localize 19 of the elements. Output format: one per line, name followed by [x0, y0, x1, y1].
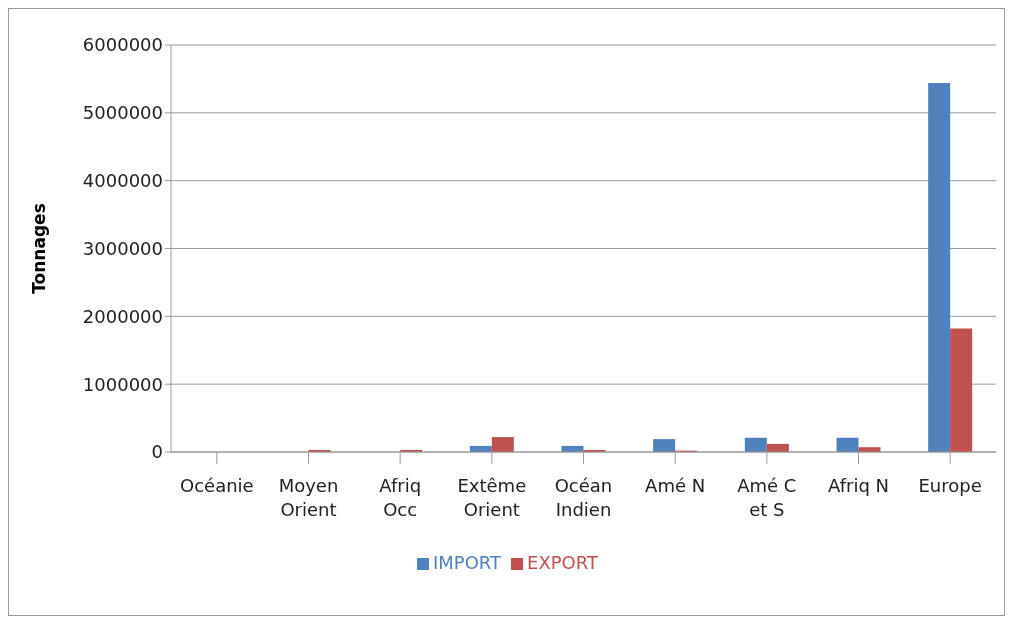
- x-tick-label: Océan Indien: [554, 475, 613, 520]
- y-tick-label: 5000000: [82, 102, 163, 124]
- x-tick-label: Moyen Orient: [278, 475, 339, 520]
- x-tick-label: Amé N: [645, 475, 706, 496]
- x-tick-label: Amé C et S: [737, 475, 797, 520]
- x-tick-label: Extême Orient: [457, 475, 527, 520]
- x-tick-label: Afriq N: [827, 475, 890, 496]
- y-axis-title: Tonnages: [29, 203, 50, 294]
- legend-label: EXPORT: [527, 552, 598, 573]
- y-tick-label: 6000000: [82, 34, 163, 56]
- x-tick-label: Afriq Occ: [379, 475, 422, 520]
- y-tick-label: 2000000: [82, 305, 163, 327]
- y-tick-label: 0: [151, 441, 163, 463]
- x-tick-label: Europe: [918, 475, 982, 496]
- x-tick-label: Océanie: [180, 475, 254, 496]
- y-tick-label: 3000000: [82, 237, 163, 259]
- y-tick-label: 4000000: [82, 170, 163, 192]
- legend-label: IMPORT: [433, 552, 502, 573]
- y-tick-label: 1000000: [82, 373, 163, 395]
